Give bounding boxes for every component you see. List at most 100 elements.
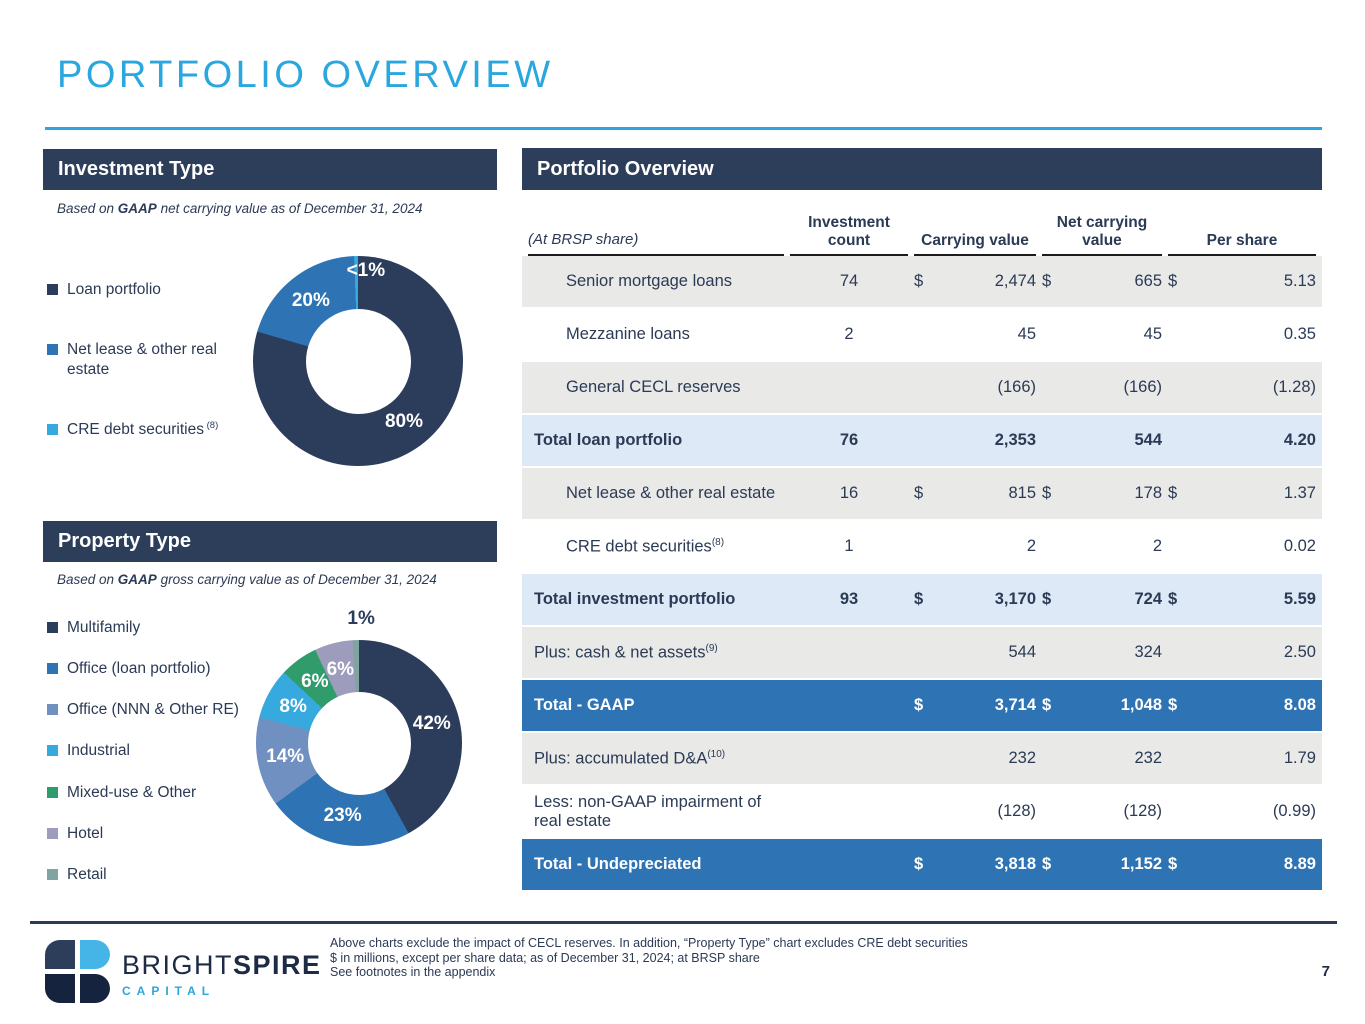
legend-swatch-icon [47,868,58,880]
title-divider [45,127,1322,130]
cell-value: 1.37 [1283,484,1316,502]
cell-per-share: $8.08 [1168,696,1316,715]
column-header-per-share: Per share [1168,198,1316,256]
cell-investment-count: 76 [839,431,859,449]
table-row: Total loan portfolio 76 2,353 544 4.20 [522,415,1322,468]
slice-percent-label: 1% [347,608,375,630]
cell-per-share: 2.50 [1168,643,1316,662]
brand-part1: BRIGHT [122,950,234,980]
dollar-sign: $ [1042,696,1052,714]
page-number: 7 [1321,963,1330,980]
subtitle-bold: GAAP [117,201,157,216]
cell-value: 45 [1017,325,1036,343]
dollar-sign: $ [1042,272,1052,290]
row-label: CRE debt securities(8) [566,536,725,556]
cell-value: 815 [1008,484,1036,502]
subtitle-suffix: gross carrying value as of December 31, … [156,572,437,587]
row-label: Plus: accumulated D&A(10) [534,748,726,768]
cell-per-share: 0.02 [1168,537,1316,556]
legend-item: Loan portfolio [47,280,247,300]
cell-value: 1,048 [1120,696,1162,714]
dollar-sign: $ [914,696,924,714]
legend-label: CRE debt securities (8) [67,420,219,439]
legend-item: Office (NNN & Other RE) [47,700,259,720]
legend-swatch-icon [47,622,58,633]
legend-item: Industrial [47,741,259,761]
slice-percent-label: <1% [346,260,386,282]
table-row: Plus: accumulated D&A(10) 232 232 1.79 [522,733,1322,786]
slice-percent-label: 6% [326,659,355,681]
legend-item: Hotel [47,824,259,844]
slice-percent-label: 6% [301,671,329,693]
cell-investment-count: 74 [839,272,859,290]
table-row: Total - GAAP $3,714 $1,048 $8.08 [522,680,1322,733]
cell-value: 3,170 [994,590,1036,608]
cell-per-share: 0.35 [1168,325,1316,344]
table-row: Senior mortgage loans 74 $2,474 $665 $5.13 [522,256,1322,309]
legend-label: Multifamily [67,619,141,636]
slice-percent-label: 80% [384,411,423,433]
cell-carrying-value: $3,714 [914,696,1036,715]
cell-value: (1.28) [1272,378,1316,396]
cell-net-carrying-value: 45 [1042,325,1162,344]
cell-per-share: (0.99) [1168,802,1316,821]
cell-value: 4.20 [1283,431,1316,449]
cell-carrying-value: $3,818 [914,855,1036,874]
cell-value: 232 [1008,749,1036,767]
cell-value: 2.50 [1283,643,1316,661]
footnote-line: $ in millions, except per share data; as… [330,950,760,965]
slice-percent-label: 14% [266,746,305,768]
dollar-sign: $ [1042,484,1052,502]
logo-tile-icon [45,940,75,969]
table-row: Plus: cash & net assets(9) 544 324 2.50 [522,627,1322,680]
cell-value: 8.08 [1283,696,1316,714]
dollar-sign: $ [1042,855,1052,873]
cell-net-carrying-value: $1,152 [1042,855,1162,874]
slice-percent-label: 42% [412,713,451,735]
row-label: Senior mortgage loans [566,272,733,290]
logo-tile-icon [80,940,110,969]
cell-carrying-value: 544 [914,643,1036,662]
portfolio-overview-table: (At BRSP share) Investment count Carryin… [522,198,1322,892]
legend-label: Net lease & other real estate [67,341,217,379]
footer-divider [30,921,1337,924]
portfolio-overview-header: Portfolio Overview [522,148,1322,190]
investment-type-donut-chart: 80% 20% <1% [253,256,463,466]
cell-per-share: $1.37 [1168,484,1316,503]
table-corner-label: (At BRSP share) [528,198,784,256]
legend-swatch-icon [47,827,58,839]
legend-label: Industrial [67,742,130,760]
cell-net-carrying-value: $1,048 [1042,696,1162,715]
cell-value: 3,714 [994,696,1036,714]
column-header-carrying-value: Carrying value [914,198,1036,256]
row-label: Mezzanine loans [566,325,690,343]
cell-carrying-value: (128) [914,802,1036,821]
cell-per-share: $8.89 [1168,855,1316,874]
brightspire-logo-icon [45,940,111,1004]
legend-label: Hotel [67,824,104,842]
property-type-donut-chart: 42% 23% 14% 8% 6% 6% 1% [256,608,462,846]
legend-swatch-icon [47,663,58,675]
cell-per-share: 4.20 [1168,431,1316,450]
cell-per-share: 1.79 [1168,749,1316,768]
subtitle-suffix: net carrying value as of December 31, 20… [156,201,423,216]
cell-value: 2 [1152,537,1162,555]
cell-value: 2,474 [994,272,1036,290]
property-type-header: Property Type [43,521,497,562]
slice-percent-label: 20% [291,289,330,311]
dollar-sign: $ [1168,484,1178,502]
legend-item: Multifamily [47,618,259,638]
footnote-line: Above charts exclude the impact of CECL … [330,936,968,950]
footnote-line: See footnotes in the appendix [330,965,496,980]
cell-value: (166) [997,378,1036,396]
dollar-sign: $ [1168,590,1178,608]
brand-part2: SPIRE [233,950,322,980]
cell-net-carrying-value: 2 [1042,537,1162,556]
cell-value: 724 [1134,590,1162,608]
cell-value: 0.02 [1283,537,1316,555]
logo-tile-icon [45,974,75,1003]
legend-label: Loan portfolio [67,281,161,298]
cell-net-carrying-value: (128) [1042,802,1162,821]
row-label: Total - Undepreciated [534,855,702,873]
cell-value: (128) [1123,802,1162,820]
